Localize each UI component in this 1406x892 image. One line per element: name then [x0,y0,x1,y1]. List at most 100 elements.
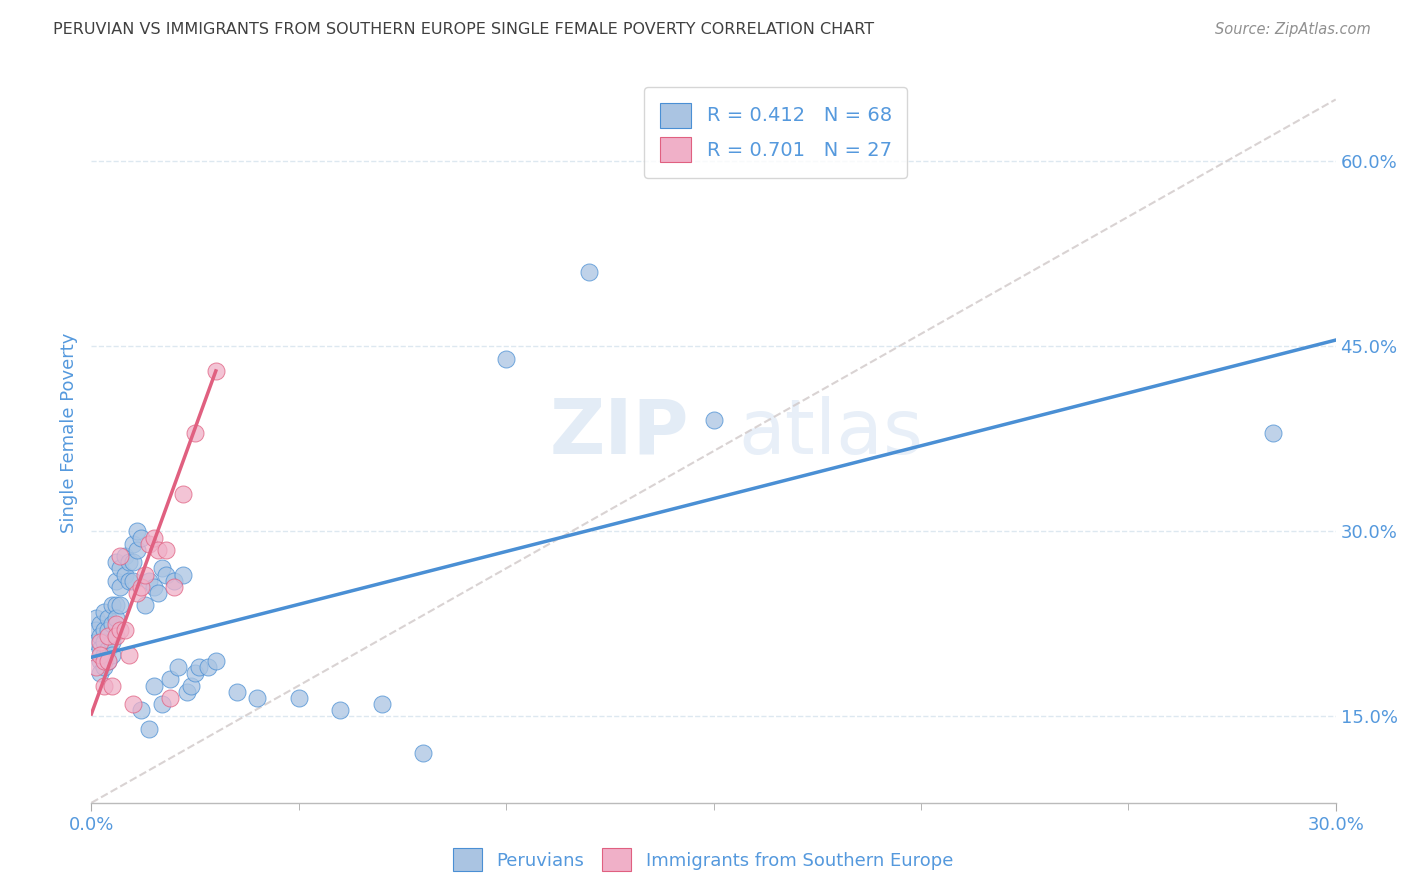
Point [121,537,145,551]
Point [110,623,132,637]
Point [155,567,177,582]
Point [93,679,115,693]
Point [84,635,107,649]
Point [578,265,600,279]
Point [89,654,111,668]
Point [101,616,124,631]
Point [89,641,111,656]
Text: ZIP: ZIP [550,396,689,469]
Point [184,666,207,681]
Point [163,580,186,594]
Point [97,654,120,668]
Point [84,623,107,637]
Point [105,611,128,625]
Point [89,666,111,681]
Point [118,555,141,569]
Point [176,685,198,699]
Point [118,574,141,588]
Point [97,641,120,656]
Point [93,605,115,619]
Point [246,690,269,705]
Point [97,629,120,643]
Point [101,679,124,693]
Point [142,531,165,545]
Point [172,487,194,501]
Point [205,654,228,668]
Text: atlas: atlas [738,396,924,469]
Point [329,703,352,717]
Point [101,635,124,649]
Point [110,580,132,594]
Point [146,586,169,600]
Point [146,542,169,557]
Point [93,654,115,668]
Point [150,561,173,575]
Point [412,747,434,761]
Point [142,580,165,594]
Point [121,697,145,711]
Point [110,549,132,563]
Point [97,611,120,625]
Point [159,673,181,687]
Point [188,660,211,674]
Point [134,567,156,582]
Point [89,648,111,662]
Point [110,561,132,575]
Point [495,351,517,366]
Point [167,660,190,674]
Point [138,722,160,736]
Point [89,635,111,649]
Point [84,660,107,674]
Point [89,616,111,631]
Point [93,635,115,649]
Point [184,425,207,440]
Point [138,537,160,551]
Point [84,611,107,625]
Text: PERUVIAN VS IMMIGRANTS FROM SOUTHERN EUROPE SINGLE FEMALE POVERTY CORRELATION CH: PERUVIAN VS IMMIGRANTS FROM SOUTHERN EUR… [53,22,875,37]
Point [225,685,247,699]
Point [105,599,128,613]
Point [163,574,186,588]
Point [159,690,181,705]
Legend: R = 0.412   N = 68, R = 0.701   N = 27: R = 0.412 N = 68, R = 0.701 N = 27 [644,87,907,178]
Point [110,599,132,613]
Point [118,648,141,662]
Point [197,660,219,674]
Point [129,580,152,594]
Point [114,567,136,582]
Point [125,542,148,557]
Point [97,654,120,668]
Point [121,574,145,588]
Point [702,413,725,427]
Point [180,679,202,693]
Point [121,555,145,569]
Text: Source: ZipAtlas.com: Source: ZipAtlas.com [1215,22,1371,37]
Point [142,679,165,693]
Point [101,648,124,662]
Point [134,599,156,613]
Point [172,567,194,582]
Point [114,623,136,637]
Point [89,629,111,643]
Point [150,697,173,711]
Point [97,623,120,637]
Point [205,364,228,378]
Legend: Peruvians, Immigrants from Southern Europe: Peruvians, Immigrants from Southern Euro… [446,841,960,879]
Point [129,703,152,717]
Point [105,574,128,588]
Point [1263,425,1285,440]
Point [105,616,128,631]
Y-axis label: Single Female Poverty: Single Female Poverty [59,333,77,533]
Point [138,574,160,588]
Point [105,555,128,569]
Point [155,542,177,557]
Point [287,690,309,705]
Point [114,549,136,563]
Point [105,629,128,643]
Point [371,697,394,711]
Point [93,660,115,674]
Point [101,599,124,613]
Point [93,648,115,662]
Point [125,524,148,539]
Point [125,586,148,600]
